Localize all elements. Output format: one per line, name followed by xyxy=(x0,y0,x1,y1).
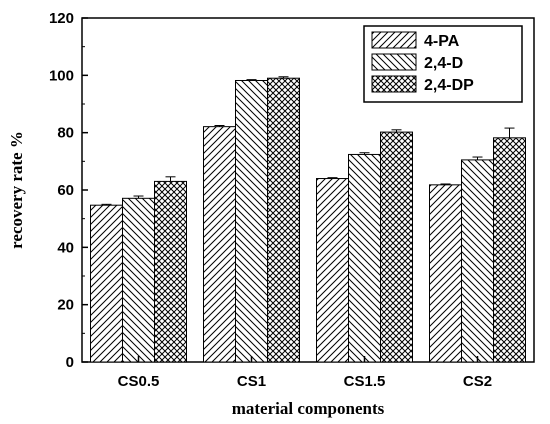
bar-2,4-D-CS1 xyxy=(235,79,268,363)
y-tick-label: 60 xyxy=(57,182,74,199)
legend-swatch-2,4-DP xyxy=(371,75,417,93)
y-tick-label: 100 xyxy=(49,67,74,84)
bar-2,4-D-CS2 xyxy=(461,159,494,363)
x-tick-label-CS2: CS2 xyxy=(463,373,492,390)
legend-label-4-PA: 4-PA xyxy=(424,33,460,50)
axes-layer: 0 20 40 60 80 100 120 CS0.5 CS1 CS1.5 CS2 xyxy=(49,10,492,390)
y-tick-label: 40 xyxy=(57,239,74,256)
y-axis-title: recovery rate % xyxy=(7,131,26,249)
legend-label-2,4-D: 2,4-D xyxy=(424,55,463,72)
x-axis-title: material components xyxy=(232,399,385,418)
bar-2,4-D-CS0.5 xyxy=(122,197,155,363)
bars-layer xyxy=(90,76,526,363)
legend-items: 4-PA 2,4-D 2,4-DP xyxy=(371,31,474,94)
x-tick-label-CS1: CS1 xyxy=(237,373,266,390)
bar-2,4-DP-CS1 xyxy=(267,77,300,363)
legend-swatch-4-PA xyxy=(371,31,417,49)
bar-4-PA-CS2 xyxy=(429,184,462,363)
y-tick-label: 80 xyxy=(57,125,74,142)
bar-2,4-DP-CS1.5 xyxy=(380,131,413,363)
y-tick-label: 0 xyxy=(66,354,74,371)
bar-2,4-DP-CS2 xyxy=(493,137,526,363)
bar-4-PA-CS1 xyxy=(203,126,236,363)
y-tick-label: 20 xyxy=(57,297,74,314)
legend-label-2,4-DP: 2,4-DP xyxy=(424,77,474,94)
bar-2,4-DP-CS0.5 xyxy=(154,180,187,363)
bar-4-PA-CS1.5 xyxy=(316,178,349,363)
x-tick-label-CS1.5: CS1.5 xyxy=(344,373,386,390)
bar-2,4-D-CS1.5 xyxy=(348,153,381,363)
legend-swatch-2,4-D xyxy=(371,53,417,71)
legend: 4-PA 2,4-D 2,4-DP xyxy=(363,25,523,103)
x-tick-label-CS0.5: CS0.5 xyxy=(118,373,160,390)
bar-4-PA-CS0.5 xyxy=(90,204,123,363)
y-tick-label: 120 xyxy=(49,10,74,27)
